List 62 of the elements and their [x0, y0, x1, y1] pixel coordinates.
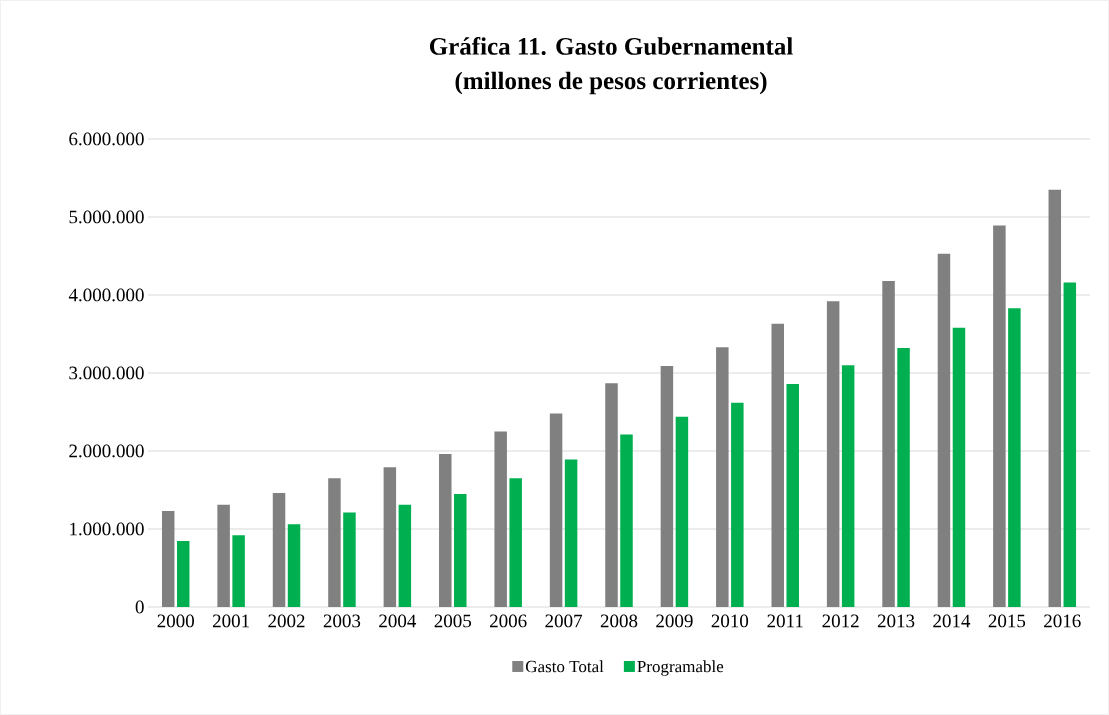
y-tick-label: 1.000.000 — [70, 522, 144, 536]
bar — [841, 365, 855, 607]
bar — [328, 478, 341, 607]
chart-title: Gráfica 11. Gasto Gubernamental — [429, 37, 793, 55]
x-tick-label: 2014 — [933, 614, 971, 628]
bar — [731, 402, 744, 607]
x-tick-label: 2012 — [822, 614, 859, 628]
x-tick-label: 2004 — [379, 614, 417, 628]
bar — [1048, 189, 1062, 607]
y-tick-label: 2.000.000 — [69, 444, 144, 458]
legend-label: Gasto Total — [525, 660, 604, 673]
bar — [786, 383, 799, 607]
bar — [176, 541, 190, 607]
y-tick-label: 3.000.000 — [69, 366, 144, 380]
bar — [1063, 282, 1077, 607]
bar — [509, 478, 522, 607]
bar — [287, 524, 301, 607]
bar — [343, 512, 356, 607]
bar — [952, 327, 966, 607]
bar — [564, 459, 578, 607]
bar — [398, 504, 412, 607]
bar — [716, 347, 729, 607]
bar — [549, 413, 563, 607]
bar — [605, 383, 618, 607]
y-tick-label: 0 — [135, 600, 144, 614]
x-tick-label: 2003 — [323, 614, 361, 628]
x-tick-label: 2015 — [988, 614, 1026, 628]
bar — [660, 365, 674, 607]
bar — [937, 253, 951, 607]
y-tick-label: 4.000.000 — [68, 288, 144, 302]
x-tick-label: 2016 — [1044, 614, 1081, 628]
x-tick-label: 2001 — [212, 614, 249, 628]
bar — [620, 434, 633, 607]
bar — [771, 323, 784, 607]
bar — [993, 225, 1006, 607]
y-tick-label: 6.000.000 — [69, 132, 144, 146]
legend-label: Programable — [637, 660, 724, 676]
x-tick-label: 2002 — [268, 614, 305, 628]
bar — [882, 280, 895, 607]
bar — [675, 416, 689, 607]
bar — [494, 431, 507, 607]
x-tick-label: 2011 — [767, 614, 803, 628]
bar — [454, 493, 467, 607]
x-tick-label: 2005 — [434, 614, 472, 628]
bar — [217, 504, 230, 607]
x-tick-label: 2007 — [545, 614, 583, 628]
y-tick-label: 5.000.000 — [69, 210, 144, 224]
chart-subtitle: (millones de pesos corrientes) — [455, 71, 767, 95]
bar — [439, 454, 452, 607]
bar — [232, 535, 245, 607]
x-tick-label: 2013 — [877, 614, 915, 628]
x-tick-label: 2009 — [656, 614, 693, 628]
bar — [897, 348, 910, 607]
bar — [1008, 308, 1021, 607]
x-tick-label: 2010 — [711, 614, 749, 628]
bar — [272, 493, 286, 607]
x-tick-label: 2008 — [600, 614, 638, 628]
bar — [383, 467, 397, 607]
bar — [826, 301, 840, 607]
bar — [161, 511, 175, 607]
x-tick-label: 2006 — [490, 614, 527, 628]
x-tick-label: 2000 — [157, 614, 194, 628]
